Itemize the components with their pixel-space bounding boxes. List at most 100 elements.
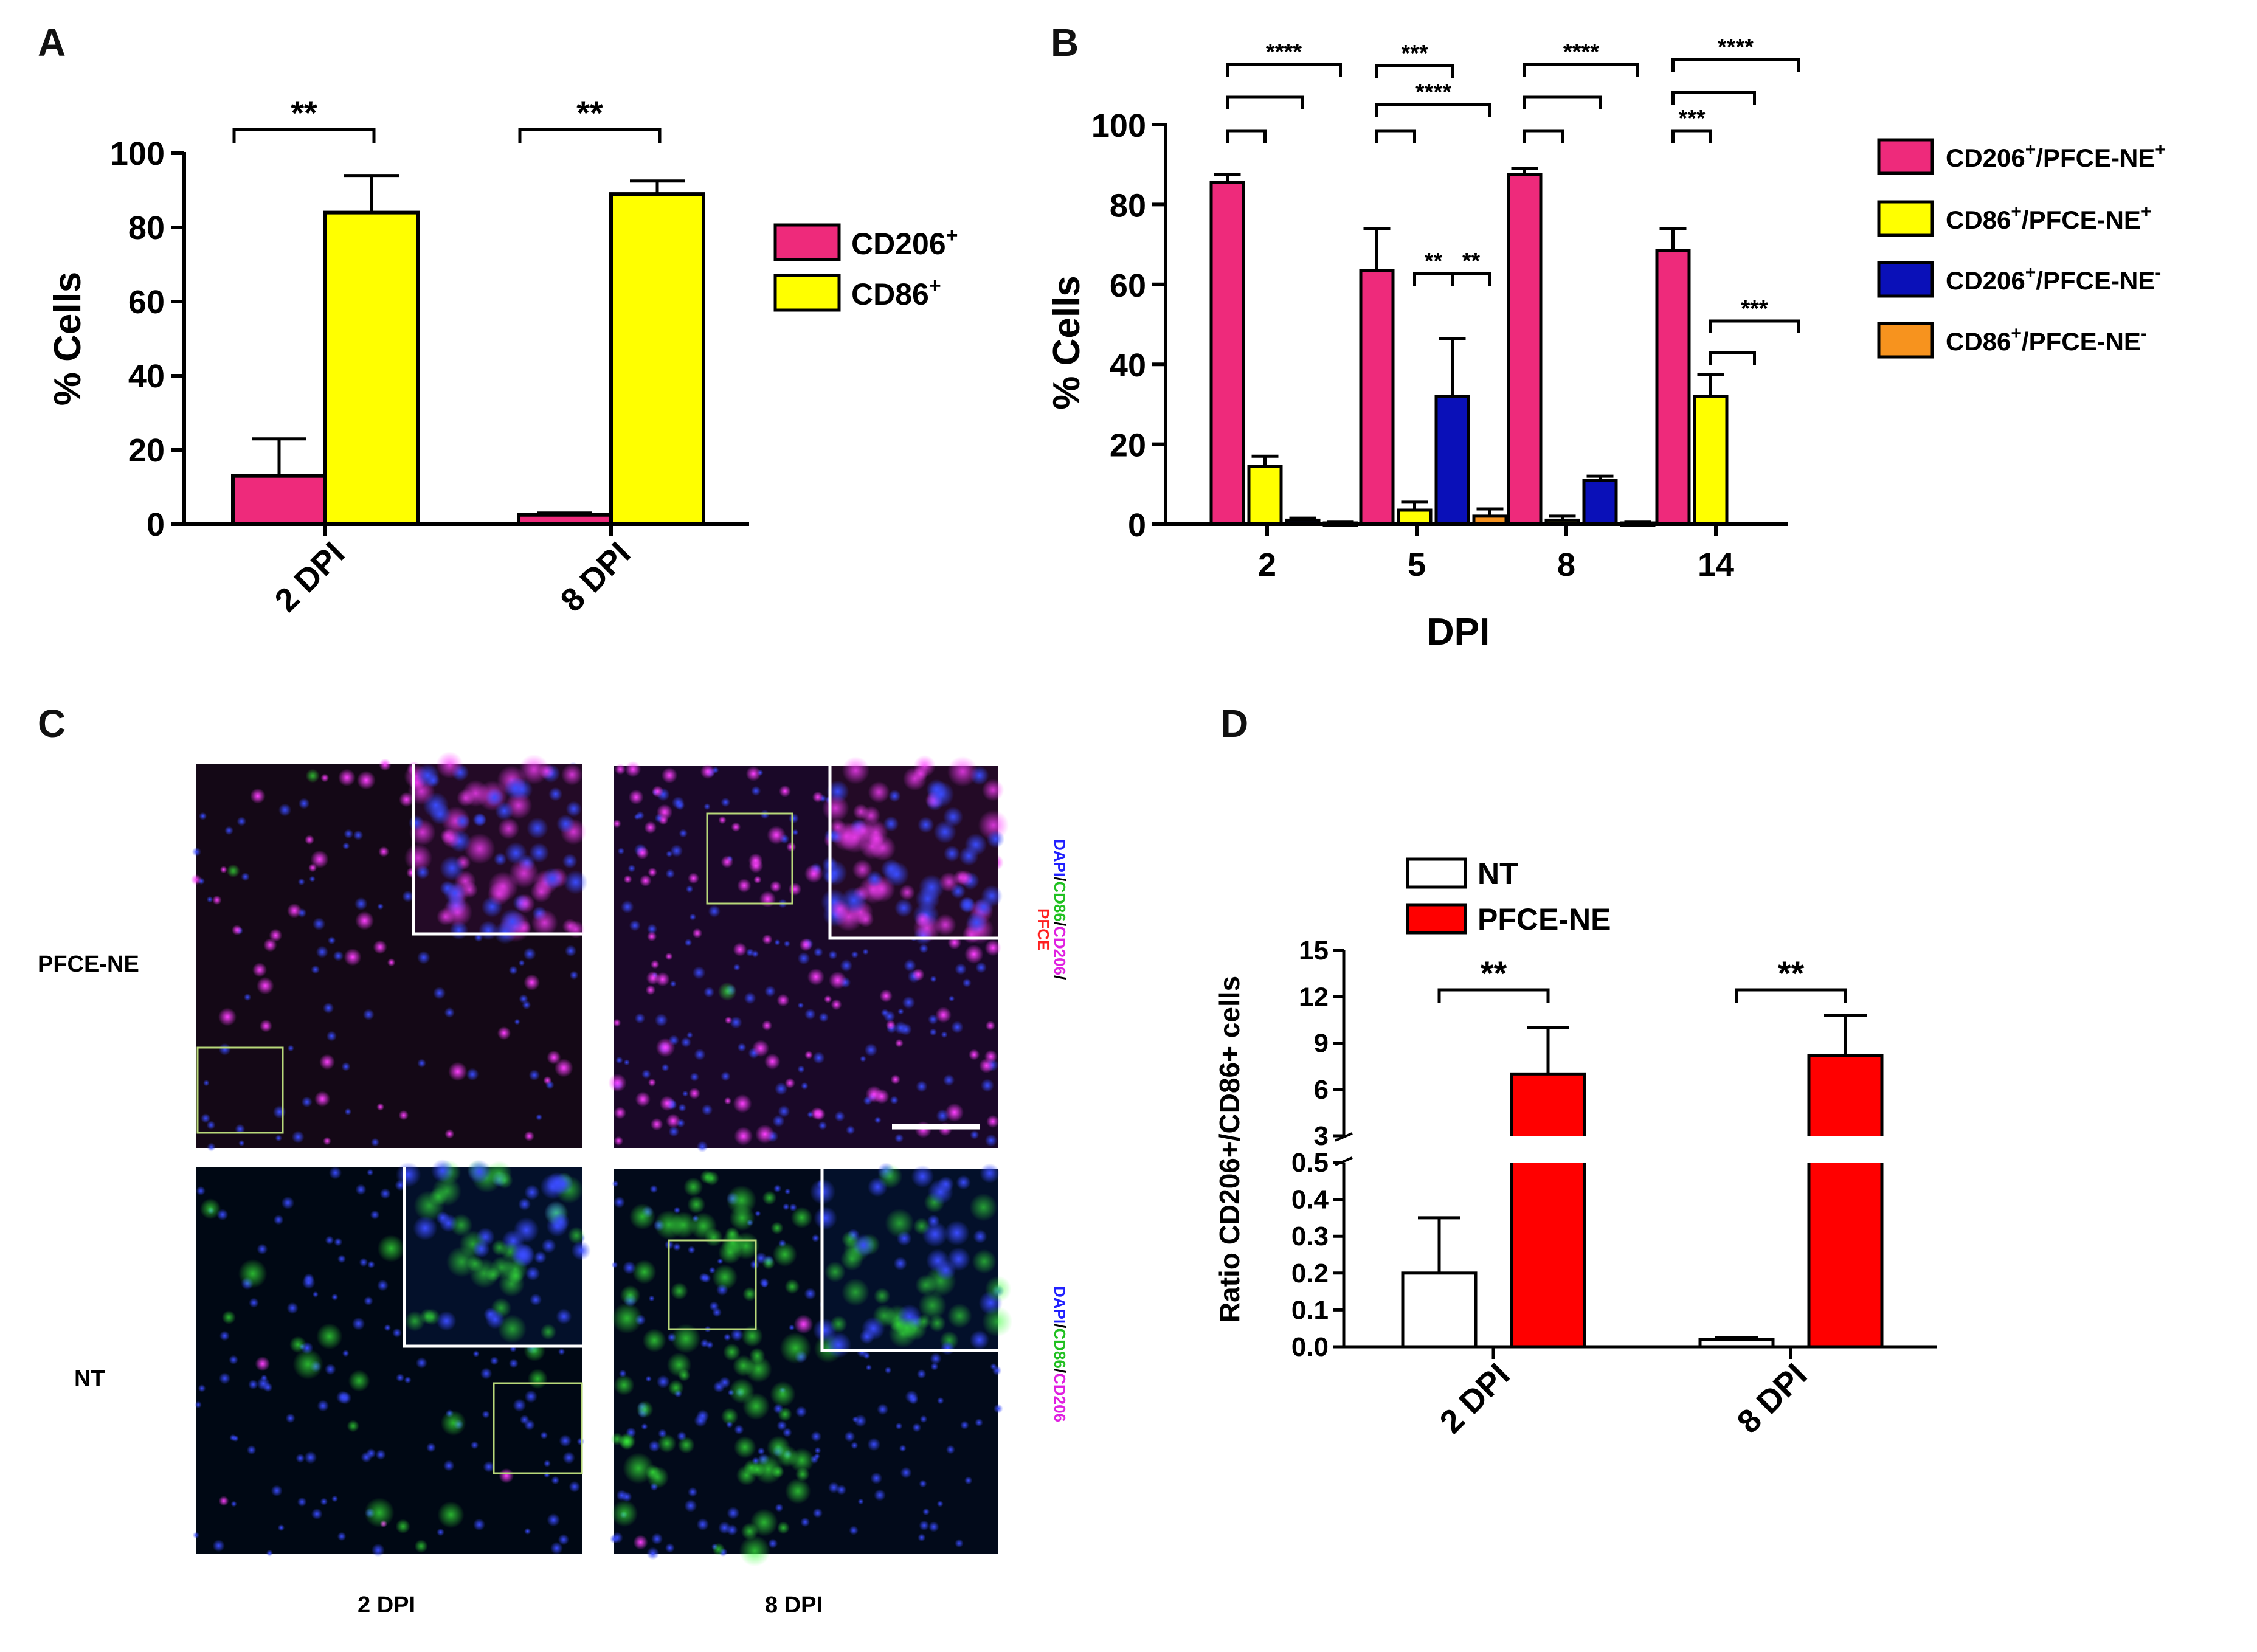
micro-br-cd206-signal <box>633 1535 648 1550</box>
micro-tr-inset-border <box>828 766 998 940</box>
bar-d-1-0 <box>1510 1072 1586 1349</box>
error-bar-b-1-0 <box>1251 454 1279 466</box>
micro-tl-inset-border <box>412 764 582 936</box>
bar-b-0-1 <box>1359 269 1395 526</box>
ytick-label-d-up-3: 12 <box>1299 982 1329 1012</box>
xtick-label-b-0: 2 <box>1258 547 1276 583</box>
sig-bracket-b-6-label: ** <box>1425 249 1443 274</box>
legend-swatch-a-0 <box>773 223 841 261</box>
micro-br-inset-border <box>820 1169 998 1352</box>
error-bar-d-1-1 <box>1824 1014 1867 1056</box>
ytick-label-d-up-2: 9 <box>1314 1029 1329 1059</box>
micro-tl-cd86-signal <box>305 769 320 783</box>
micro-bl-nuclei <box>257 1243 268 1255</box>
legend-label-d-1: PFCE-NE <box>1478 902 1611 936</box>
sig-bracket-b-2-label: **** <box>1266 40 1302 65</box>
ytick-label-b-20: 20 <box>1110 427 1146 464</box>
sig-bracket-b-0 <box>1226 129 1267 143</box>
axis-break-d <box>1335 1132 1353 1166</box>
micrograph-nt-8dpi <box>609 1162 1013 1567</box>
xtick-label-d-0: 2 DPI <box>1433 1357 1517 1440</box>
sig-bracket-b-1 <box>1226 95 1304 109</box>
sig-bracket-a-1 <box>518 128 662 143</box>
sig-bracket-d-0 <box>1437 988 1550 1003</box>
legend-label-b-3: CD86+/PFCE-NE- <box>1946 323 2147 356</box>
sig-bracket-b-7-label: ** <box>1462 249 1481 274</box>
x-axis-title-b: DPI <box>1427 611 1490 653</box>
ytick-label-a-20: 20 <box>128 432 165 469</box>
legend-label-b-1: CD86+/PFCE-NE+ <box>1946 202 2151 234</box>
y-axis-title-b: % Cells <box>1046 275 1088 410</box>
chart-a: 0 20 40 60 80 100 2 DPI 8 DPI % Cells ** ** CD206+ C… <box>47 94 958 619</box>
bar-d-0-0 <box>1401 1271 1478 1349</box>
sig-bracket-b-2 <box>1226 63 1342 77</box>
legend-label-b-0: CD206+/PFCE-NE+ <box>1946 140 2166 172</box>
sig-bracket-d-1-label: ** <box>1778 954 1805 992</box>
sig-bracket-b-11 <box>1671 129 1712 143</box>
panel-label-c: C <box>38 702 66 745</box>
ytick-label-d-lo-1: 0.1 <box>1291 1295 1329 1325</box>
legend-label-b-2: CD206+/PFCE-NE- <box>1946 263 2161 295</box>
micro-tr-cd206-signal <box>986 1115 1000 1128</box>
legend-label-a-1: CD86+ <box>851 274 941 311</box>
ytick-label-b-80: 80 <box>1110 187 1146 224</box>
ytick-label-d-lo-3: 0.3 <box>1291 1222 1329 1251</box>
col-label-2dpi: 2 DPI <box>358 1592 415 1618</box>
error-bar-b-0-3 <box>1659 227 1687 251</box>
xtick-label-b-2: 8 <box>1557 547 1575 583</box>
sig-bracket-d-1 <box>1735 988 1847 1003</box>
sig-bracket-b-13 <box>1671 58 1800 72</box>
bar-b-2-1 <box>1434 395 1470 526</box>
bar-b-1-1 <box>1397 508 1433 526</box>
bar-b-0-3 <box>1655 249 1691 526</box>
panel-label-a: A <box>38 21 66 64</box>
legend-label-d-0: NT <box>1478 857 1518 891</box>
sig-bracket-b-13-label: **** <box>1718 35 1754 60</box>
legend-label-a-0: CD206+ <box>851 224 958 261</box>
bar-d-1-1 <box>1807 1054 1884 1349</box>
micro-tr-roi-box <box>706 812 793 905</box>
svg-text:DAPI/CD86/CD206: DAPI/CD86/CD206 <box>1051 1286 1069 1422</box>
stain-label-top: DAPI/CD86/CD206/ <box>1051 839 1069 980</box>
ytick-label-d-lo-4: 0.4 <box>1291 1185 1329 1215</box>
sig-bracket-a-0-label: ** <box>291 94 317 132</box>
ytick-label-a-40: 40 <box>128 358 165 395</box>
error-bar-a-1-1 <box>630 179 685 195</box>
stain-label-bottom: DAPI/CD86/CD206 <box>1051 1286 1069 1422</box>
ytick-label-d-lo-2: 0.2 <box>1291 1259 1329 1288</box>
col-label-8dpi: 8 DPI <box>765 1592 823 1618</box>
xtick-label-a-1: 8 DPI <box>554 535 638 619</box>
micrograph-nt-2dpi <box>192 1159 591 1557</box>
micro-br-roi-box <box>668 1239 757 1330</box>
error-bar-d-0-0 <box>1418 1216 1460 1273</box>
ytick-label-d-up-4: 15 <box>1299 936 1329 966</box>
micrograph-pfce-2dpi <box>190 751 588 1152</box>
sig-bracket-b-4 <box>1375 103 1491 117</box>
sig-bracket-b-11-label: *** <box>1678 106 1706 131</box>
legend-swatch-a-1 <box>773 274 841 312</box>
ytick-label-d-up-0: 3 <box>1314 1121 1329 1151</box>
sig-bracket-b-9 <box>1523 95 1602 109</box>
row-label-pfce: PFCE-NE <box>38 952 139 977</box>
micro-bl-roi-box <box>493 1382 583 1474</box>
micro-tr-nuclei <box>797 1002 804 1009</box>
error-bar-b-1-3 <box>1697 373 1724 396</box>
bar-b-0-2 <box>1507 173 1543 526</box>
legend-swatch-d-0 <box>1406 857 1467 889</box>
xtick-label-a-0: 2 DPI <box>268 535 352 619</box>
y-axis-title-a: % Cells <box>47 272 89 406</box>
bar-a-cd86-0 <box>323 210 420 527</box>
ytick-label-b-60: 60 <box>1110 268 1146 304</box>
stain-pfce: PFCE <box>1034 908 1052 950</box>
bar-b-1-0 <box>1247 465 1283 526</box>
bar-a-cd206-0 <box>231 474 327 527</box>
error-bar-b-2-1 <box>1439 336 1466 396</box>
panel-label-b: B <box>1051 21 1079 64</box>
sig-bracket-b-10 <box>1523 63 1639 77</box>
xtick-label-d-1: 8 DPI <box>1730 1357 1814 1440</box>
sig-bracket-b-5-label: *** <box>1401 41 1428 66</box>
sig-bracket-a-0 <box>232 128 376 143</box>
ytick-label-d-lo-5: 0.5 <box>1291 1148 1329 1178</box>
panel-label-d: D <box>1220 702 1248 745</box>
